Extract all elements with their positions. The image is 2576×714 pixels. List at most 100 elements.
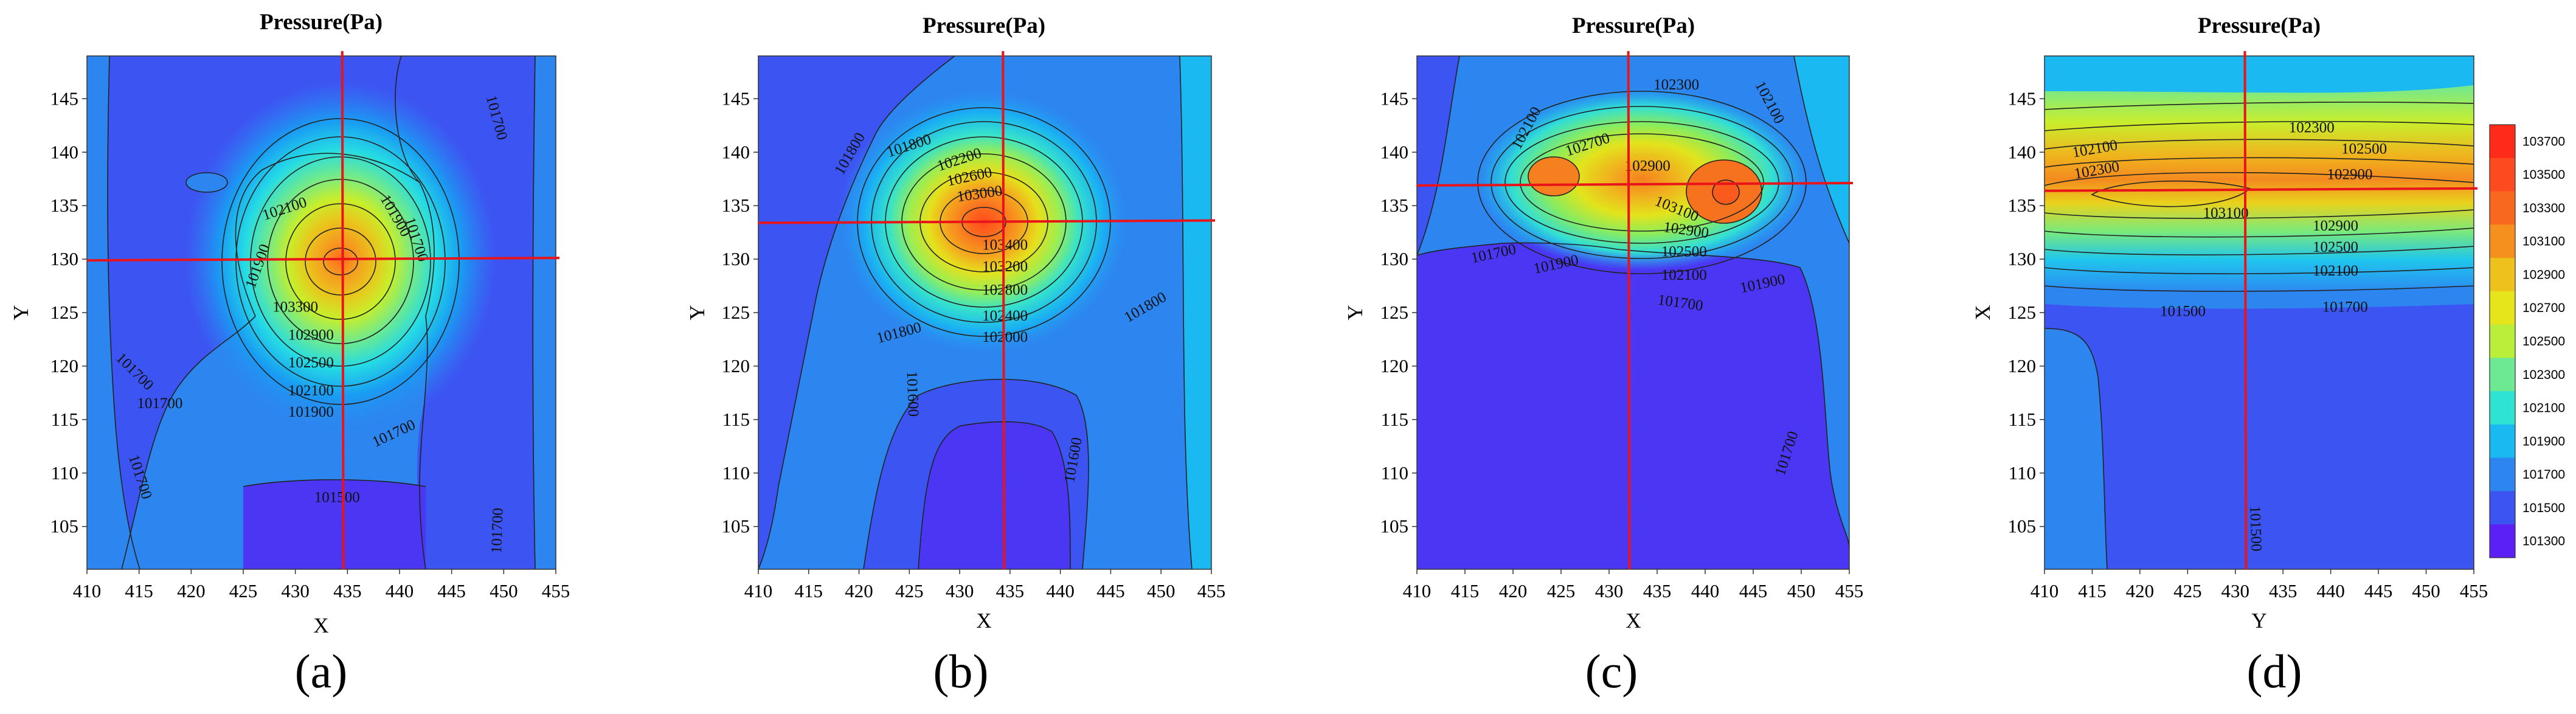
y-tick-label: 145 [1380,88,1409,109]
x-tick-label: 450 [2412,580,2440,601]
y-tick-label: 110 [1381,462,1408,484]
contour-label: 102100 [288,383,334,399]
x-tick-label: 420 [1499,580,1528,601]
y-tick-label: 120 [50,355,79,376]
colorbar-tick-label: 102900 [2522,268,2565,282]
contour-label: 101900 [288,404,334,420]
colorbar-tick-label: 102500 [2522,334,2565,348]
colorbar-tick-label: 103300 [2522,201,2565,215]
colorbar-swatch [2490,191,2515,225]
colorbar-tick-label: 102100 [2522,401,2565,415]
x-tick-label: 450 [490,580,518,601]
crosshair [1416,50,1854,570]
contour-label: 102000 [982,329,1028,345]
y-tick-label: 125 [50,302,79,323]
contour-label: 101700 [2322,299,2368,316]
y-tick-label: 125 [1380,302,1409,323]
x-tick-label: 430 [946,580,974,601]
panel-label: (a) [295,645,348,698]
contour-field [1417,56,1849,569]
x-tick-label: 430 [1595,580,1624,601]
x-tick-label: 425 [2173,580,2202,601]
x-tick-label: 430 [2221,580,2250,601]
y-tick-label: 115 [1381,409,1408,430]
x-tick-label: 445 [2364,580,2393,601]
x-tick-label: 415 [125,580,153,601]
colorbar-tick-label: 102300 [2522,368,2565,382]
axis-ticks: 410 415 420 425 430 435 440 445 450 455 105 110 115 1… [1380,88,1864,601]
colorbar-tick-label: 102700 [2522,301,2565,315]
contour-label: 101700 [488,508,507,554]
crosshair-vertical [2243,50,2248,570]
x-tick-label: 420 [2126,580,2155,601]
y-tick-label: 110 [51,462,78,484]
y-tick-label: 115 [51,409,78,430]
x-tick-label: 410 [744,580,773,601]
contour-label: 101500 [2160,303,2206,320]
x-tick-label: 415 [1451,580,1480,601]
y-tick-label: 105 [50,516,79,537]
x-tick-label: 435 [333,580,362,601]
contour-label: 102300 [2289,119,2335,136]
contour-labels: 1021001023001023001025001029001031001029… [2071,119,2387,552]
x-tick-label: 440 [386,580,414,601]
colorbar-tick-label: 101900 [2522,434,2565,448]
contour-label: 101500 [314,490,360,506]
x-tick-label: 410 [73,580,102,601]
x-tick-label: 445 [437,580,466,601]
y-tick-label: 140 [722,141,750,162]
y-tick-label: 120 [2008,355,2037,376]
y-tick-label: 135 [1380,195,1409,216]
contour-label: 101700 [137,395,182,412]
colorbar-tick-label: 103700 [2522,134,2565,148]
x-tick-label: 430 [281,580,310,601]
colorbar-swatch [2490,524,2515,558]
contour-label: 102800 [982,282,1028,299]
x-tick-label: 455 [1835,580,1864,601]
contour-label: 102900 [2327,167,2373,183]
colorbar-swatch [2490,158,2515,192]
colorbar-frame [2489,124,2516,558]
x-tick-label: 440 [1046,580,1075,601]
y-tick-label: 135 [50,195,79,216]
contour-label: 102500 [2341,140,2387,157]
crosshair-horizontal [1416,182,1854,187]
panel-label: (b) [933,645,989,698]
y-axis-label: Y [685,305,709,320]
y-axis-label: Y [1343,305,1367,320]
contour-panel-b: Pressure(Pa) 101800 101800 1 [685,13,1225,698]
contour-label: 102100 [1661,267,1707,283]
x-tick-label: 415 [2078,580,2107,601]
colorbar-swatch [2490,324,2515,358]
y-tick-label: 135 [2008,195,2037,216]
y-tick-label: 130 [50,248,79,269]
colorbar-swatch [2490,358,2515,392]
contour-label: 102300 [1653,77,1699,93]
colorbar-swatch [2490,125,2515,159]
x-tick-label: 425 [1547,580,1576,601]
colorbar-swatch [2490,224,2515,258]
crosshair [758,50,1216,570]
colorbar: 103700 103500 103300 103100 102900 102700 1025… [2489,124,2565,558]
contour-label: 102400 [982,308,1028,324]
y-tick-label: 145 [722,88,750,109]
contour-label: 101500 [2246,505,2265,552]
x-axis-label: Y [2251,609,2266,633]
y-tick-label: 115 [2009,409,2036,430]
y-tick-label: 145 [2008,88,2037,109]
x-tick-label: 435 [1643,580,1672,601]
contour-label: 103200 [982,258,1028,275]
y-tick-label: 145 [50,88,79,109]
x-tick-label: 450 [1147,580,1175,601]
contour-label: 102900 [288,327,334,343]
y-tick-label: 120 [722,355,750,376]
contour-label: 102100 [2313,263,2358,279]
contour-label: 102500 [1661,243,1707,260]
y-tick-label: 130 [1380,248,1409,269]
x-tick-label: 420 [845,580,873,601]
colorbar-swatch [2490,424,2515,459]
colorbar-tick-label: 103100 [2522,235,2565,249]
contour-field [758,56,1211,569]
contour-label: 103300 [272,299,318,316]
